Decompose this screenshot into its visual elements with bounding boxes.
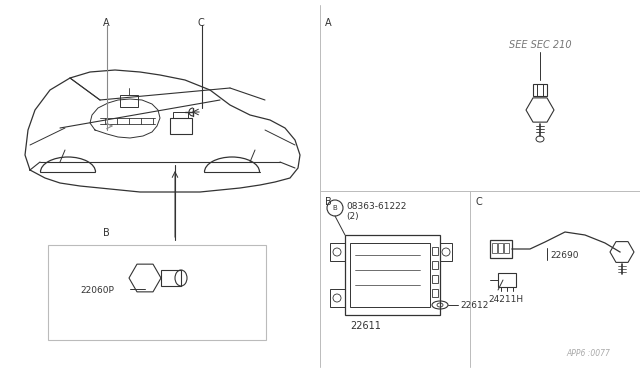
- Bar: [498, 273, 516, 287]
- Bar: [432, 275, 438, 283]
- Bar: [440, 243, 452, 261]
- Text: A: A: [325, 18, 332, 28]
- Bar: [345, 235, 440, 315]
- Bar: [432, 289, 438, 297]
- Bar: [533, 84, 547, 96]
- Text: C: C: [198, 18, 205, 28]
- Bar: [173, 112, 188, 118]
- Text: 22060P: 22060P: [80, 286, 114, 295]
- Bar: [492, 243, 497, 253]
- Bar: [498, 243, 503, 253]
- Text: APP6 :0077: APP6 :0077: [566, 349, 610, 358]
- Text: A: A: [103, 18, 109, 28]
- Bar: [120, 95, 138, 107]
- Bar: [48, 245, 266, 340]
- Bar: [330, 243, 345, 261]
- Text: B: B: [333, 205, 337, 211]
- Bar: [170, 118, 192, 134]
- Bar: [490, 240, 512, 258]
- Text: SEE SEC 210: SEE SEC 210: [509, 40, 572, 50]
- Bar: [432, 261, 438, 269]
- Text: 24211H: 24211H: [488, 295, 523, 304]
- Bar: [330, 289, 345, 307]
- Bar: [432, 247, 438, 255]
- Bar: [161, 270, 181, 286]
- Text: 22611: 22611: [350, 321, 381, 331]
- Text: 22690: 22690: [550, 250, 579, 260]
- Text: B: B: [325, 197, 332, 207]
- Text: B: B: [103, 228, 109, 238]
- Bar: [504, 243, 509, 253]
- Bar: [350, 243, 430, 307]
- Text: 08363-61222
(2): 08363-61222 (2): [346, 202, 406, 221]
- Text: C: C: [475, 197, 482, 207]
- Text: 22612: 22612: [460, 301, 488, 310]
